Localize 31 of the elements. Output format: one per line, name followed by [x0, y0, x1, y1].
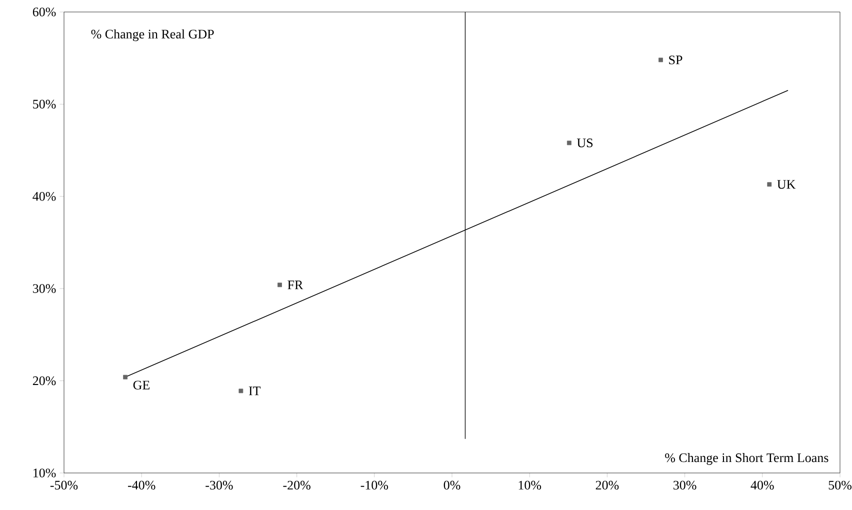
y-tick-label: 20%	[32, 376, 56, 386]
point	[123, 374, 128, 380]
x-tick-label: 40%	[750, 480, 774, 490]
point	[767, 182, 772, 187]
y-tick-label: 60%	[32, 8, 56, 16]
point	[658, 58, 663, 62]
x-tick-label: -30%	[206, 480, 233, 490]
x-tick-label: -10%	[360, 480, 388, 490]
x-tick-label: 30%	[674, 480, 696, 490]
point	[566, 140, 572, 146]
y-tick-label: 50%	[33, 100, 56, 109]
annotation: GE	[133, 380, 150, 390]
x-tick-label: 0%	[444, 480, 460, 490]
x-tick-label: 50%	[828, 480, 852, 490]
annotation: UK	[777, 180, 796, 189]
point	[278, 282, 282, 288]
annotation: FR	[288, 280, 304, 290]
point	[238, 388, 244, 394]
x-tick-label: -20%	[283, 480, 310, 490]
y-tick-label: 10%	[34, 468, 56, 478]
x-tick-label: -40%	[128, 480, 156, 490]
y-tick-label: 30%	[33, 284, 56, 293]
x-tick-label: -50%	[50, 480, 78, 490]
y-tick-label: 40%	[32, 192, 56, 201]
annotation: SP	[669, 56, 682, 64]
annotation: IT	[248, 386, 261, 396]
x-tick-label: 20%	[596, 480, 619, 490]
x-axis-title: % Change in Short Term Loans	[665, 453, 828, 465]
x-tick-label: 10%	[518, 480, 542, 490]
annotation: US	[576, 138, 593, 148]
y-axis-title: % Change in Real GDP	[91, 29, 214, 42]
